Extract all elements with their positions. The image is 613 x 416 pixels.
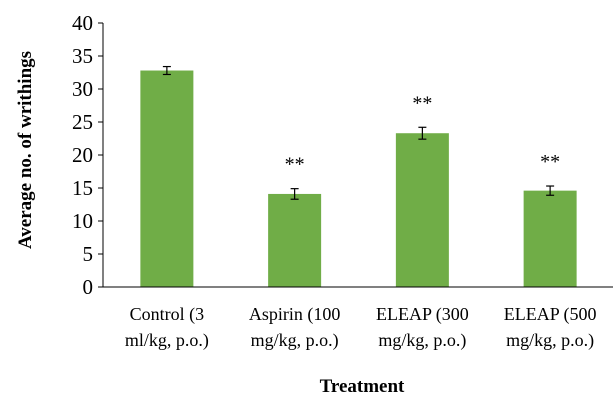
y-axis-ticks: 0 5 10 15 20 25 30 35 40 [72,11,103,299]
x-category-label: Aspirin (100 [249,304,341,325]
bar [140,70,194,288]
error-bar [162,65,171,76]
y-tick-label: 20 [72,143,93,167]
y-tick-label: 40 [72,11,93,35]
y-tick-label: 25 [72,110,93,134]
x-category-label: mg/kg, p.o.) [506,330,594,351]
significance-labels: ** ** ** [285,92,561,175]
x-axis-categories: Control (3 ml/kg, p.o.) Aspirin (100 mg/kg,… [125,304,597,351]
bars [140,70,577,288]
y-axis-title: Average no. of writhings [15,51,36,249]
y-tick-label: 5 [83,242,94,266]
x-category-label: ELEAP (300 [376,304,469,325]
x-category-label: ml/kg, p.o.) [125,330,209,351]
error-bar [546,185,555,196]
y-tick-label: 30 [72,77,93,101]
x-category-label: Control (3 [130,304,205,325]
significance-label: ** [285,154,305,176]
error-bar [418,126,427,140]
bar [523,190,577,287]
x-category-label: ELEAP (500 [504,304,597,325]
bar [268,193,322,287]
y-tick-label: 15 [72,176,93,200]
significance-label: ** [412,92,432,114]
x-axis-title: Treatment [320,376,405,397]
significance-label: ** [540,151,560,173]
x-category-label: mg/kg, p.o.) [378,330,466,351]
bar [395,133,449,287]
y-tick-label: 0 [83,275,94,299]
y-tick-label: 10 [72,209,93,233]
error-bars [162,65,555,200]
y-tick-label: 35 [72,44,93,68]
x-category-label: mg/kg, p.o.) [251,330,339,351]
error-bar [290,188,299,200]
